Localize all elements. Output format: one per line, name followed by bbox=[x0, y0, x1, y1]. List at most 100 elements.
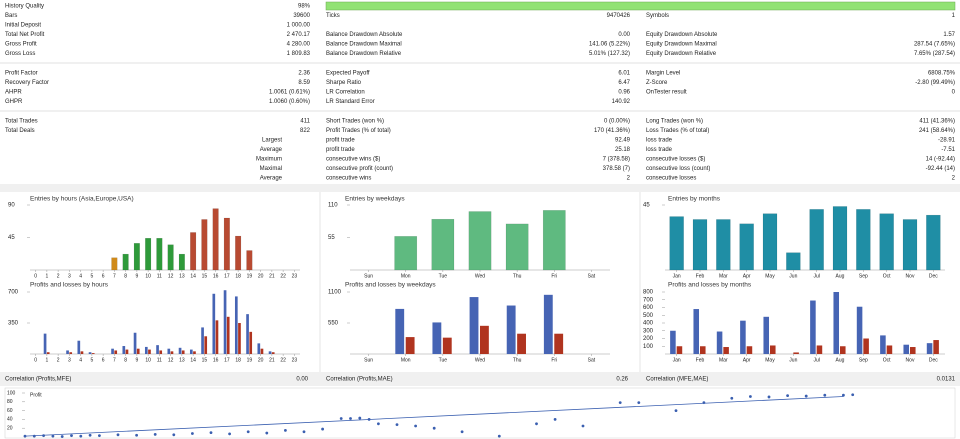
x-tick-label: Nov bbox=[906, 357, 915, 363]
x-tick-label: 4 bbox=[79, 273, 82, 279]
stat-label: Sharpe Ratio bbox=[326, 80, 362, 86]
stat-value: 7.65% (287.54) bbox=[914, 51, 955, 57]
stat-value: 1.0060 (0.60%) bbox=[269, 99, 310, 105]
x-tick-label: 11 bbox=[157, 273, 162, 279]
y-tick-label: 80 bbox=[7, 399, 13, 405]
bar bbox=[223, 217, 230, 271]
stat-label: Gross Profit bbox=[5, 42, 37, 48]
bar bbox=[125, 349, 129, 354]
bar bbox=[886, 345, 893, 354]
bar bbox=[739, 223, 754, 271]
x-tick-label: 5 bbox=[90, 357, 93, 363]
x-tick-label: 15 bbox=[202, 357, 208, 363]
x-tick-label: Mon bbox=[401, 357, 411, 363]
x-tick-label: Jun bbox=[789, 357, 797, 363]
stat-value: 9470426 bbox=[607, 13, 631, 19]
separator bbox=[0, 184, 960, 192]
stat-label: LR Correlation bbox=[326, 90, 365, 96]
stat-value: 0.96 bbox=[618, 90, 630, 96]
point bbox=[842, 393, 845, 397]
x-tick-label: 8 bbox=[124, 357, 127, 363]
x-tick-label: 21 bbox=[269, 273, 275, 279]
stat-value: 170 (41.36%) bbox=[594, 128, 630, 134]
y-tick-label: 55 bbox=[328, 235, 335, 241]
x-tick-label: 14 bbox=[190, 273, 196, 279]
x-tick-label: Tue bbox=[439, 357, 448, 363]
stat-label: profit trade bbox=[326, 147, 355, 153]
bar bbox=[268, 351, 272, 354]
stat-label: Ticks bbox=[326, 13, 340, 19]
x-tick-label: Jul bbox=[813, 273, 819, 279]
x-tick-label: 9 bbox=[135, 357, 138, 363]
x-tick-label: 0 bbox=[34, 273, 37, 279]
bar bbox=[91, 353, 95, 354]
point bbox=[851, 393, 855, 397]
bar bbox=[740, 320, 746, 354]
bar bbox=[809, 209, 824, 271]
bar bbox=[122, 253, 129, 271]
x-tick-label: Wed bbox=[475, 357, 485, 363]
stat-value: 0 (0.00%) bbox=[604, 119, 630, 125]
x-tick-label: 10 bbox=[145, 273, 151, 279]
point bbox=[284, 429, 287, 432]
stat-value: 411 (41.36%) bbox=[919, 119, 955, 125]
bar bbox=[542, 210, 566, 271]
x-tick-label: Feb bbox=[696, 357, 705, 363]
stat-value: 0.26 bbox=[616, 377, 628, 383]
bar bbox=[469, 297, 479, 354]
x-tick-label: May bbox=[765, 357, 775, 363]
bar bbox=[136, 348, 140, 354]
point bbox=[70, 434, 73, 438]
point bbox=[823, 393, 827, 397]
point bbox=[51, 434, 55, 438]
bar bbox=[554, 333, 564, 354]
x-tick-label: Thu bbox=[513, 357, 522, 363]
y-tick-label: 700 bbox=[643, 297, 654, 303]
point bbox=[79, 434, 83, 438]
y-tick-label: 100 bbox=[643, 344, 654, 350]
x-tick-label: Jul bbox=[813, 357, 819, 363]
point bbox=[135, 433, 139, 437]
point bbox=[153, 432, 157, 436]
scatter-frame bbox=[4, 387, 956, 439]
bar bbox=[856, 209, 871, 271]
bar bbox=[770, 345, 776, 354]
point bbox=[42, 434, 45, 438]
bar bbox=[249, 331, 253, 354]
bar bbox=[69, 352, 73, 354]
bar bbox=[181, 350, 185, 354]
bar bbox=[235, 235, 242, 271]
stat-label: loss trade bbox=[646, 147, 673, 153]
stat-value: 1 bbox=[952, 13, 956, 19]
bar bbox=[145, 238, 152, 271]
x-tick-label: Dec bbox=[929, 273, 938, 279]
stat-label: Profit Trades (% of total) bbox=[326, 128, 391, 134]
y-tick-label: 200 bbox=[643, 336, 654, 342]
x-tick-label: 20 bbox=[258, 273, 264, 279]
point bbox=[191, 432, 194, 435]
bar bbox=[676, 346, 683, 354]
bar bbox=[431, 218, 455, 271]
stat-label: Margin Level bbox=[646, 71, 680, 77]
bar bbox=[793, 352, 799, 354]
stat-label: Largest bbox=[262, 138, 282, 144]
bar bbox=[902, 219, 918, 271]
point bbox=[88, 433, 92, 437]
stat-value: -2.80 (99.49%) bbox=[915, 80, 955, 86]
point bbox=[432, 426, 436, 430]
bar bbox=[234, 296, 238, 354]
bar bbox=[723, 347, 729, 354]
stat-label: Average bbox=[260, 176, 283, 182]
bar bbox=[543, 294, 553, 354]
x-tick-label: Sun bbox=[364, 357, 373, 363]
x-tick-label: 21 bbox=[269, 357, 275, 363]
x-tick-label: Jan bbox=[673, 357, 681, 363]
point bbox=[367, 418, 371, 421]
x-tick-label: 1 bbox=[45, 273, 48, 279]
bar bbox=[763, 316, 770, 354]
stat-value: 1.57 bbox=[943, 32, 955, 38]
x-tick-label: Dec bbox=[929, 357, 938, 363]
bar bbox=[394, 236, 418, 271]
bar bbox=[114, 350, 118, 354]
stat-value: 6.01 bbox=[618, 71, 630, 77]
